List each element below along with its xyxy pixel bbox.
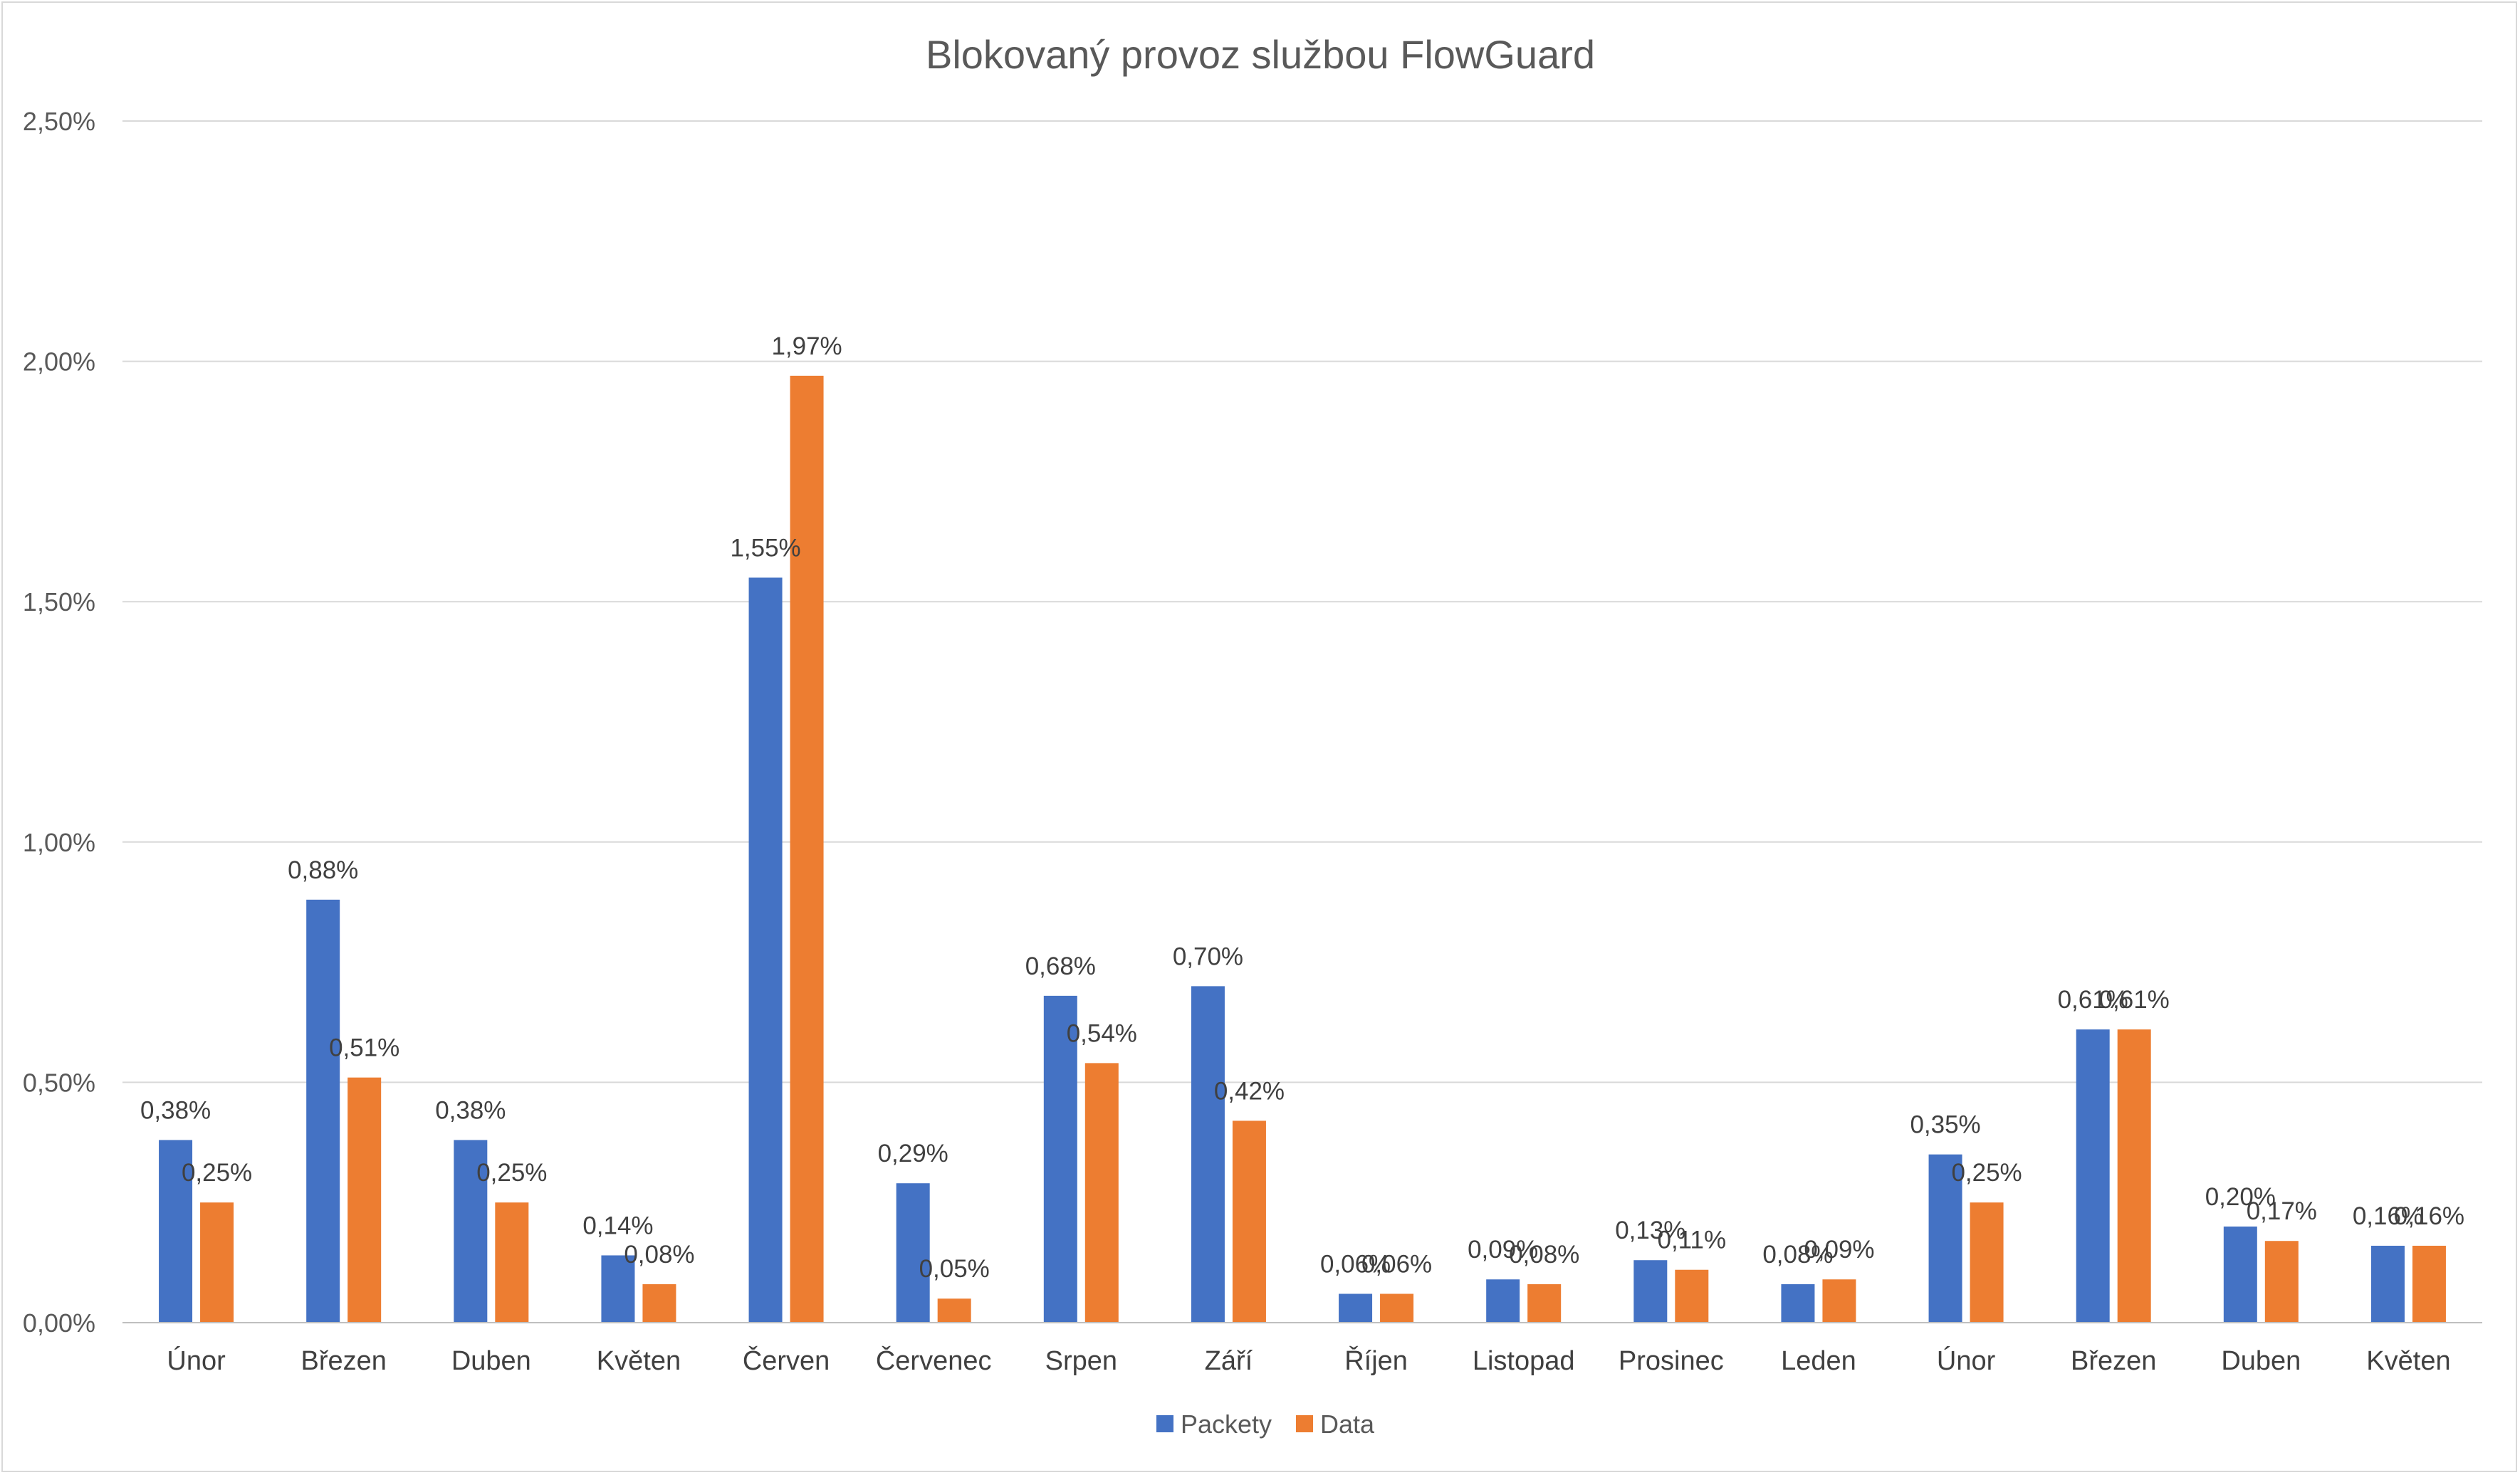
x-tick-label: Květen (597, 1346, 681, 1376)
y-tick-label: 1,00% (23, 828, 95, 857)
data-label-packety: 0,88% (288, 856, 358, 884)
x-tick-label: Leden (1781, 1346, 1856, 1376)
data-label-packety: 0,20% (2205, 1183, 2276, 1211)
y-tick-label: 0,50% (23, 1068, 95, 1097)
y-tick-label: 2,50% (23, 107, 95, 136)
x-tick-label: Březen (300, 1346, 386, 1376)
data-label-packety: 0,68% (1025, 952, 1096, 980)
x-tick-label: Listopad (1473, 1346, 1575, 1376)
y-axis: 0,00% 0,50% 1,00% 1,50% 2,00% 2,50% (23, 107, 95, 1338)
y-tick-label: 2,00% (23, 347, 95, 377)
data-label-packety: 0,16% (2353, 1202, 2423, 1230)
x-tick-label: Září (1205, 1346, 1253, 1376)
data-labels: 0,38%0,25%0,88%0,51%0,38%0,25%0,14%0,08%… (140, 332, 2464, 1283)
bar-data (1527, 1284, 1562, 1323)
x-tick-label: Únor (167, 1345, 226, 1376)
data-label-data: 1,97% (771, 332, 842, 360)
x-tick-label: Květen (2366, 1346, 2450, 1376)
data-label-data: 0,09% (1804, 1236, 1874, 1264)
data-label-packety: 0,35% (1910, 1111, 1980, 1139)
bar-data (937, 1298, 971, 1323)
bar-packety (1633, 1260, 1668, 1323)
bar-packety (601, 1255, 635, 1323)
bar-data (1084, 1063, 1119, 1323)
bar-packety (159, 1140, 193, 1323)
bar-packety (2076, 1029, 2110, 1323)
chart-title: Blokovaný provoz službou FlowGuard (926, 32, 1595, 77)
bar-data (347, 1077, 382, 1323)
bar-packety (306, 899, 340, 1323)
data-label-data: 0,51% (329, 1034, 399, 1062)
data-label-data: 0,11% (1657, 1227, 1726, 1254)
data-label-data: 0,54% (1067, 1019, 1137, 1047)
bar-packety (896, 1183, 930, 1323)
bar-packety (1043, 995, 1077, 1323)
x-tick-label: Duben (451, 1346, 531, 1376)
data-label-data: 0,08% (624, 1241, 694, 1269)
data-label-data: 0,05% (919, 1255, 990, 1283)
x-tick-label: Červen (743, 1345, 830, 1376)
bar-data (2412, 1245, 2446, 1323)
data-label-data: 0,08% (1509, 1241, 1579, 1269)
data-label-packety: 0,38% (435, 1096, 506, 1124)
data-label-data: 0,25% (476, 1159, 547, 1187)
data-label-packety: 0,08% (1762, 1241, 1833, 1269)
data-label-packety: 0,70% (1173, 943, 1243, 970)
data-label-packety: 1,55% (730, 534, 800, 562)
data-label-packety: 0,29% (878, 1140, 948, 1167)
data-label-packety: 0,06% (1320, 1250, 1391, 1278)
legend: Packety Data (1156, 1410, 1375, 1439)
data-label-packety: 0,61% (2058, 986, 2128, 1014)
bar-packety (454, 1140, 488, 1323)
bar-data (1822, 1279, 1856, 1323)
y-tick-label: 0,00% (23, 1308, 95, 1338)
data-label-data: 0,06% (1361, 1250, 1432, 1278)
x-tick-label: Říjen (1344, 1345, 1408, 1376)
bar-packety (1486, 1279, 1520, 1323)
data-label-data: 0,42% (1214, 1077, 1285, 1105)
x-tick-label: Červenec (876, 1345, 992, 1376)
x-tick-label: Prosinec (1619, 1346, 1724, 1376)
bar-packety (2370, 1245, 2405, 1323)
bar-data (2117, 1029, 2151, 1323)
legend-swatch-data (1296, 1415, 1313, 1432)
legend-swatch-packety (1156, 1415, 1173, 1432)
data-label-packety: 0,09% (1468, 1236, 1538, 1264)
bars (159, 375, 2446, 1323)
data-label-packety: 0,38% (140, 1096, 211, 1124)
legend-label-data: Data (1320, 1410, 1375, 1439)
bar-packety (1928, 1154, 1962, 1323)
bar-packety (1781, 1284, 1815, 1323)
bar-packety (1339, 1293, 1373, 1323)
bar-data (1380, 1293, 1414, 1323)
bar-data (2264, 1241, 2299, 1323)
data-label-packety: 0,13% (1615, 1217, 1685, 1244)
bar-data (200, 1202, 234, 1323)
data-label-data: 0,17% (2247, 1197, 2317, 1225)
data-label-data: 0,61% (2099, 986, 2170, 1014)
bar-data (1232, 1120, 1266, 1323)
bar-data (495, 1202, 529, 1323)
legend-label-packety: Packety (1181, 1410, 1272, 1439)
bar-packety (2223, 1226, 2257, 1323)
x-axis: Únor Březen Duben Květen Červen Červenec Srpen… (122, 1322, 2482, 1376)
data-label-data: 0,25% (182, 1159, 252, 1187)
bar-data (1675, 1269, 1709, 1323)
data-label-packety: 0,14% (582, 1212, 653, 1239)
bar-data (1970, 1202, 2004, 1323)
x-tick-label: Březen (2071, 1346, 2156, 1376)
y-tick-label: 1,50% (23, 587, 95, 616)
bar-data (790, 375, 824, 1323)
bar-packety (748, 577, 783, 1323)
bar-data (642, 1284, 676, 1323)
bar-packety (1191, 986, 1225, 1323)
x-tick-label: Duben (2221, 1346, 2301, 1376)
x-tick-label: Únor (1937, 1345, 1996, 1376)
x-tick-label: Srpen (1045, 1346, 1117, 1376)
data-label-data: 0,25% (1951, 1159, 2022, 1187)
data-label-data: 0,16% (2394, 1202, 2464, 1230)
